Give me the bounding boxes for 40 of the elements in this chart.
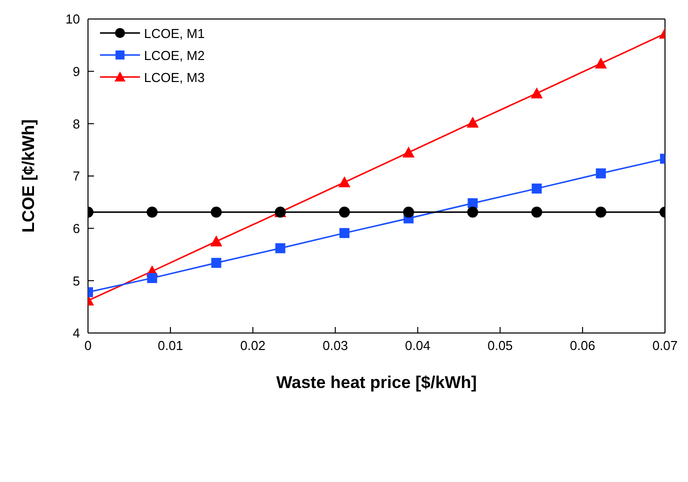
y-tick-label: 4 bbox=[72, 326, 80, 341]
point bbox=[402, 146, 415, 158]
y-tick-label: 6 bbox=[72, 220, 80, 236]
point bbox=[211, 258, 222, 268]
y-tick-label: 10 bbox=[66, 12, 80, 27]
legend-label: LCOE, M2 bbox=[144, 48, 205, 62]
x-tick-label: 0.07 bbox=[652, 338, 678, 354]
y-tick-label: 5 bbox=[72, 273, 80, 288]
y-tick-label: 8 bbox=[72, 116, 80, 132]
point bbox=[338, 206, 350, 218]
point bbox=[147, 273, 158, 284]
y-axis-title: LCOE [¢/kWh] bbox=[19, 119, 38, 233]
x-tick-label: 0.05 bbox=[487, 338, 513, 354]
point bbox=[596, 168, 606, 178]
point bbox=[210, 206, 222, 218]
point bbox=[210, 235, 222, 246]
point bbox=[466, 116, 479, 128]
point bbox=[338, 176, 350, 188]
legend-label: LCOE, M1 bbox=[144, 26, 205, 40]
y-tick-label: 9 bbox=[72, 64, 80, 79]
x-tick-label: 0.06 bbox=[570, 338, 596, 354]
x-tick-label: 0.04 bbox=[405, 338, 430, 354]
x-tick-label: 0.03 bbox=[322, 338, 348, 354]
point bbox=[146, 206, 158, 218]
point bbox=[530, 87, 543, 98]
x-tick-label: 0.02 bbox=[240, 338, 266, 354]
x-axis-title: Waste heat price [$/kWh] bbox=[276, 373, 477, 392]
point bbox=[339, 228, 350, 238]
point bbox=[468, 198, 478, 208]
point bbox=[467, 206, 478, 218]
x-tick-label: 0.01 bbox=[158, 338, 184, 354]
point bbox=[403, 206, 414, 218]
legend-label: LCOE, M3 bbox=[144, 70, 205, 84]
x-tick-label: 0 bbox=[84, 338, 92, 354]
point bbox=[595, 206, 606, 218]
point bbox=[594, 57, 607, 68]
point bbox=[275, 243, 286, 254]
y-tick-label: 7 bbox=[72, 168, 80, 184]
point bbox=[531, 206, 542, 218]
point bbox=[532, 184, 542, 194]
